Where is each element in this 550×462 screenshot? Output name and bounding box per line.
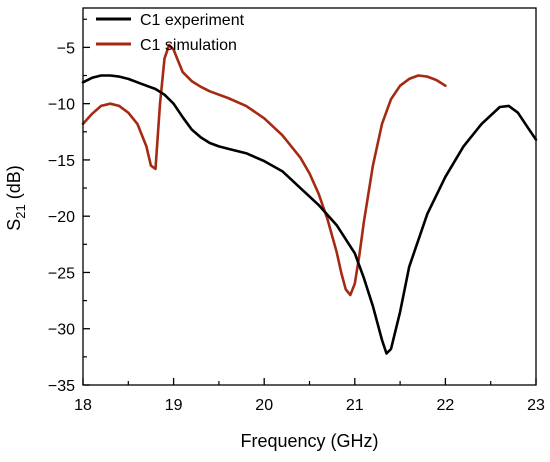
x-axis-label: Frequency (GHz)	[240, 431, 378, 451]
y-tick-label: −15	[48, 153, 75, 170]
y-tick-label: −30	[48, 322, 75, 339]
x-tick-label: 23	[527, 397, 545, 414]
y-tick-label: −10	[48, 97, 75, 114]
x-tick-label: 21	[346, 397, 364, 414]
y-tick-label: −20	[48, 209, 75, 226]
legend-label-simulation: C1 simulation	[140, 37, 237, 54]
y-axis-label: S21 (dB)	[4, 165, 28, 231]
y-axis-label-base: S	[4, 219, 24, 231]
x-axis: 18 19 20 21 22 23	[74, 378, 545, 414]
x-tick-label: 18	[74, 397, 92, 414]
series-line-experiment	[81, 74, 538, 355]
y-tick-label: −35	[48, 378, 75, 395]
legend-label-experiment: C1 experiment	[140, 12, 245, 29]
y-tick-label: −25	[48, 265, 75, 282]
y-axis-label-unit: (dB)	[4, 165, 24, 204]
x-tick-label: 20	[255, 397, 273, 414]
y-axis: −35 −30 −25 −20 −15 −10 −5	[48, 18, 90, 395]
series-lines	[81, 43, 538, 355]
y-axis-label-subscript: 21	[13, 204, 28, 218]
x-tick-label: 22	[437, 397, 455, 414]
series-line-simulation	[81, 43, 447, 297]
x-tick-label: 19	[165, 397, 183, 414]
legend: C1 experiment C1 simulation	[96, 12, 245, 54]
y-tick-label: −5	[57, 40, 75, 57]
